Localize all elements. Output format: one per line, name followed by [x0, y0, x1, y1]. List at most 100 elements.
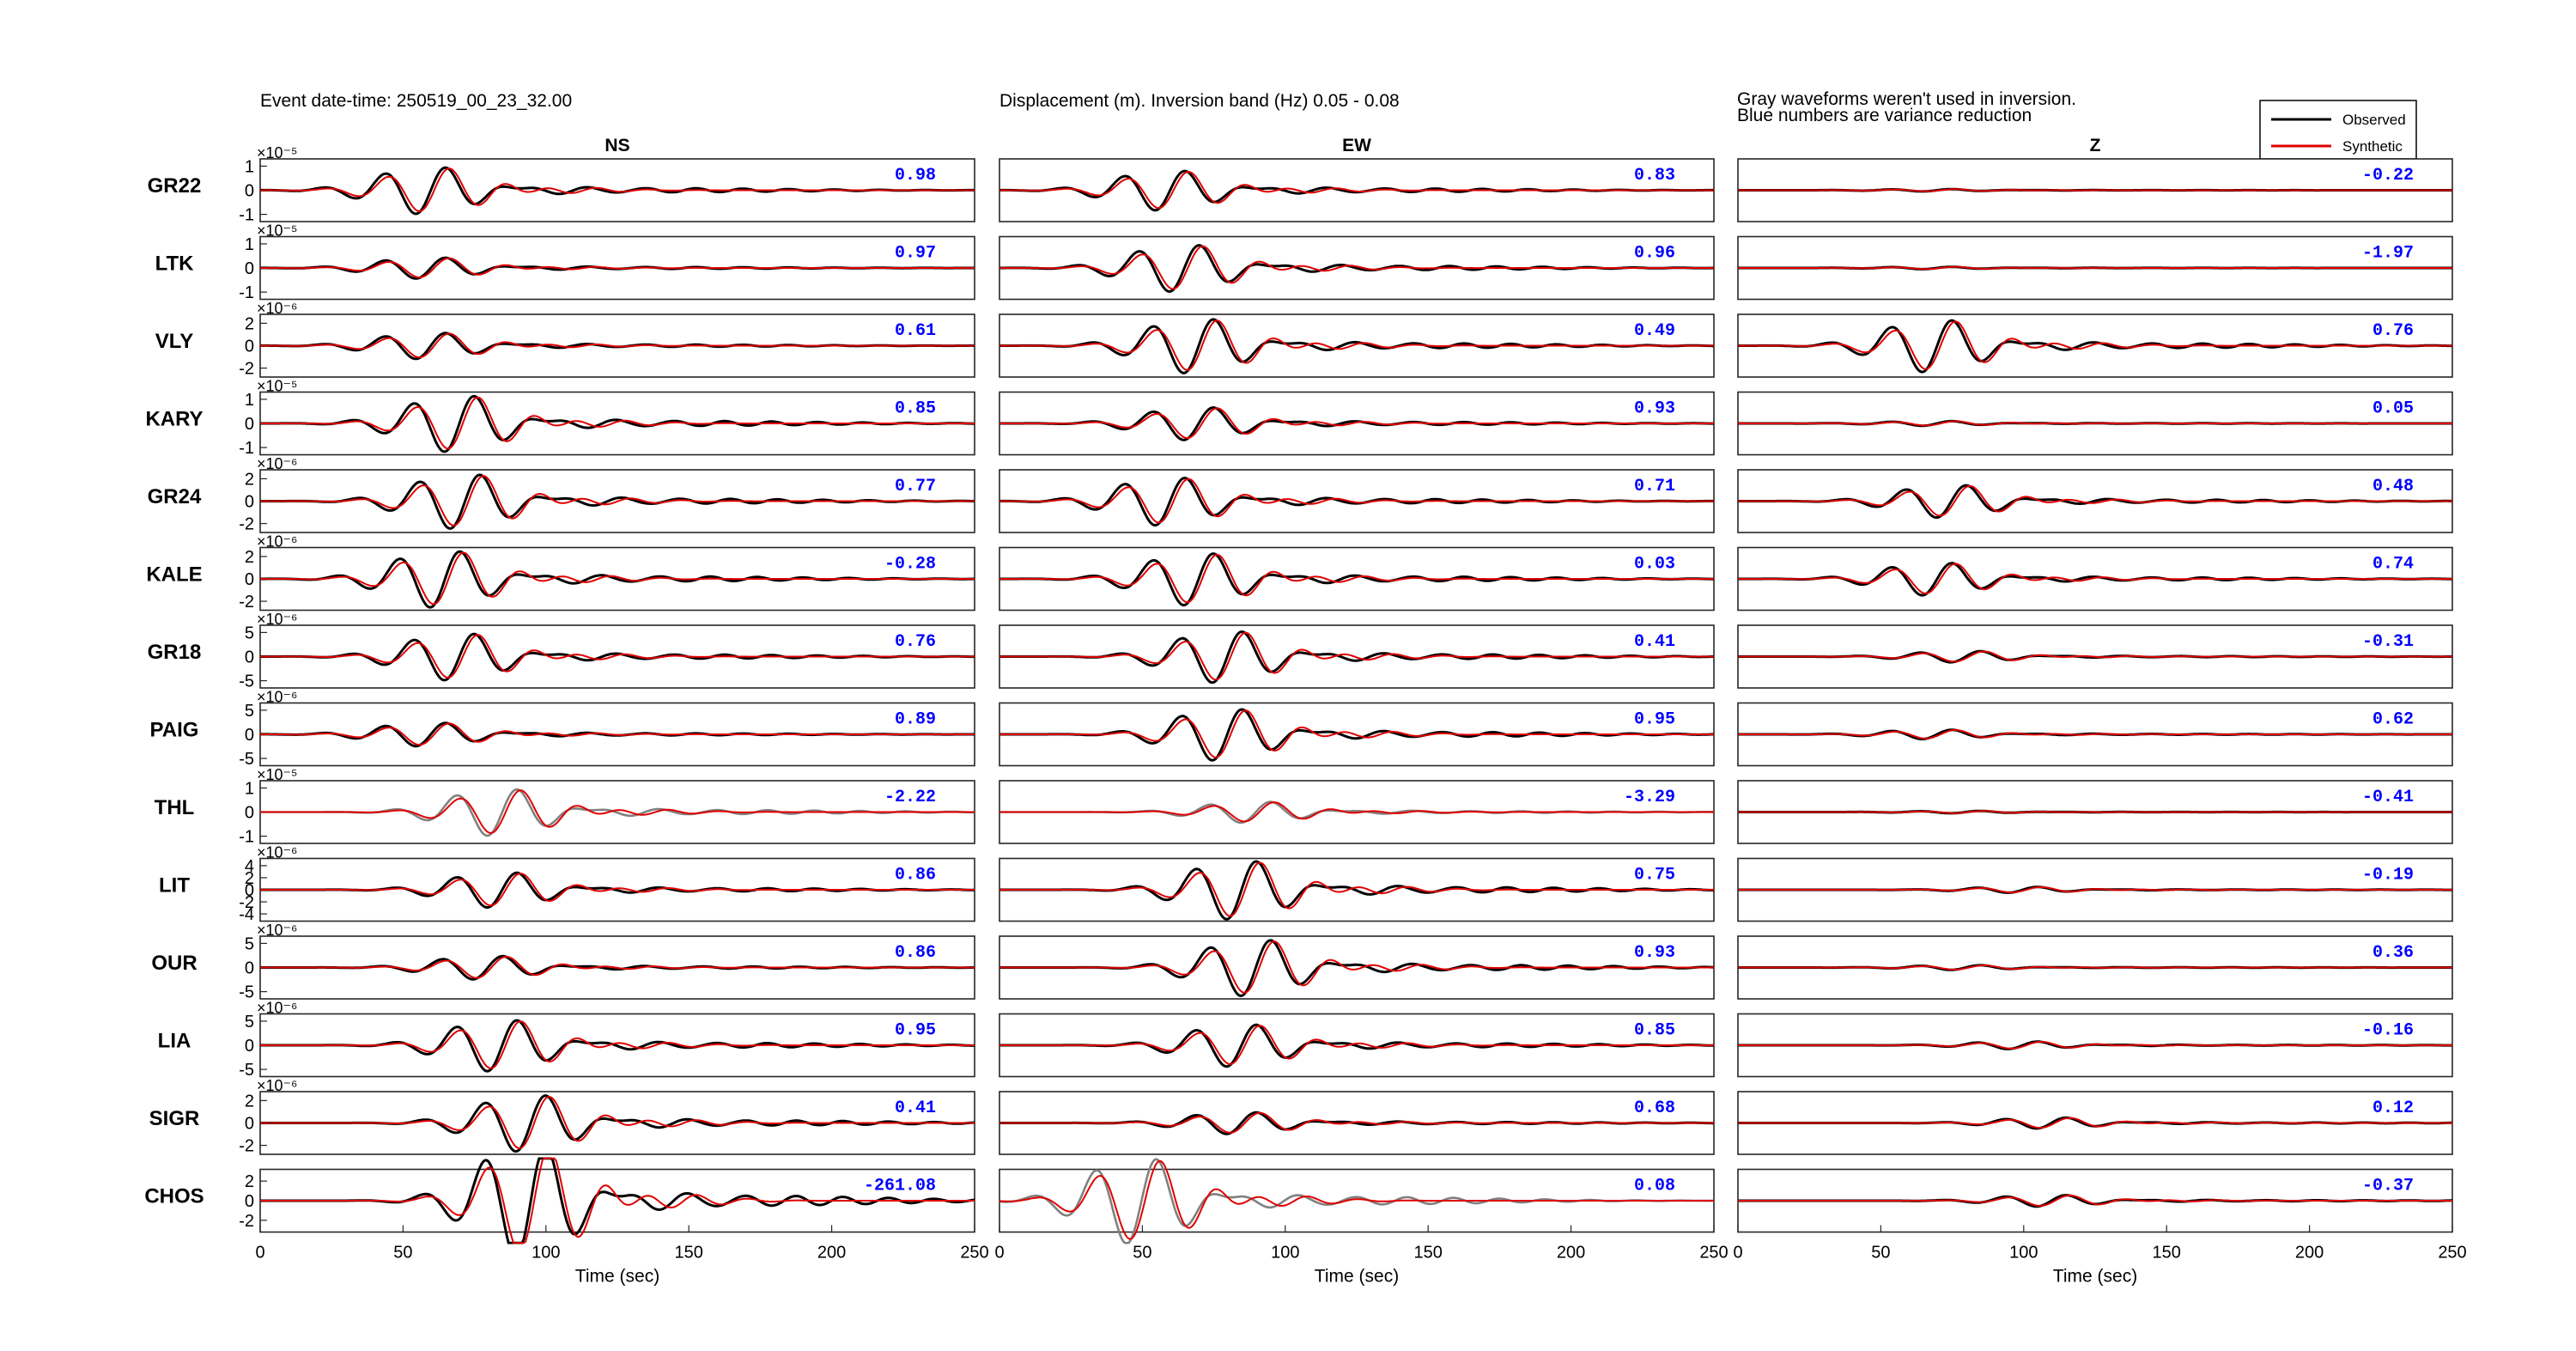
y-exponent-label: ×10⁻⁵: [257, 766, 298, 783]
synthetic-trace: [999, 170, 1714, 210]
y-exponent-label: ×10⁻⁶: [257, 611, 297, 628]
synthetic-trace: [260, 167, 975, 212]
variance-reduction-label: -0.22: [2362, 166, 2414, 186]
panel-kale-z: 0.74: [1737, 546, 2453, 612]
variance-reduction-label: -261.08: [864, 1177, 936, 1196]
column-title-z: Z: [2090, 136, 2101, 155]
variance-reduction-label: 0.12: [2372, 1098, 2414, 1118]
synthetic-trace: [260, 634, 975, 679]
y-exponent-label: ×10⁻⁶: [257, 300, 297, 317]
y-tick-label: 5: [245, 702, 254, 721]
synthetic-trace: [260, 332, 975, 359]
synthetic-trace: [1738, 484, 2452, 517]
panel-lit-ew: 0.75: [999, 857, 1715, 922]
synthetic-trace: [260, 1020, 975, 1069]
x-tick-label: 150: [1414, 1244, 1443, 1263]
y-tick-label: 1: [245, 779, 254, 798]
panel-thl-z: -0.41: [1737, 780, 2453, 844]
panel-vly-ns: 2 0 -2 ×10⁻⁶ 0.61: [239, 300, 975, 379]
x-tick-label: 50: [1133, 1244, 1151, 1263]
station-label: THL: [155, 796, 195, 819]
variance-reduction-label: 0.95: [1634, 710, 1675, 730]
y-tick-label: 0: [245, 493, 254, 512]
synthetic-trace: [1738, 320, 2452, 370]
synthetic-trace: [999, 478, 1714, 524]
y-exponent-label: ×10⁻⁶: [257, 689, 297, 706]
synthetic-trace: [260, 955, 975, 979]
variance-reduction-label: -2.22: [884, 788, 936, 807]
variance-reduction-label: 0.05: [2372, 399, 2414, 419]
y-tick-label: 2: [245, 1172, 254, 1191]
variance-reduction-label: -0.16: [2362, 1021, 2414, 1041]
panel-chos-ew: 0.08: [999, 1158, 1715, 1245]
x-tick-label: 50: [393, 1244, 412, 1263]
station-label: VLY: [155, 330, 193, 353]
y-tick-label: 1: [245, 391, 254, 410]
synthetic-trace: [1738, 965, 2452, 971]
synthetic-trace: [999, 1159, 1714, 1240]
variance-reduction-label: 0.89: [895, 710, 936, 730]
synthetic-trace: [260, 722, 975, 746]
variance-reduction-label: 0.41: [1634, 632, 1675, 652]
panel-sigr-z: 0.12: [1737, 1091, 2453, 1155]
y-tick-label: -1: [239, 283, 254, 302]
panel-gr18-ew: 0.41: [999, 624, 1715, 689]
y-tick-label: -5: [239, 983, 254, 1002]
synthetic-trace: [1738, 1194, 2452, 1207]
y-exponent-label: ×10⁻⁵: [257, 222, 298, 240]
variance-reduction-label: 0.86: [895, 866, 936, 885]
y-tick-label: -2: [239, 515, 254, 534]
x-tick-label: 0: [255, 1244, 264, 1263]
synthetic-trace: [1738, 810, 2452, 814]
variance-reduction-label: 0.74: [2372, 555, 2414, 575]
synthetic-trace: [999, 940, 1714, 994]
y-tick-label: 0: [245, 1115, 254, 1134]
y-exponent-label: ×10⁻⁶: [257, 844, 297, 861]
y-tick-label: 4: [245, 857, 254, 876]
x-axis-label: Time (sec): [575, 1267, 659, 1287]
y-exponent-label: ×10⁻⁶: [257, 1077, 297, 1094]
y-exponent-label: ×10⁻⁶: [257, 533, 297, 551]
event-datetime: Event date-time: 250519_00_23_32.00: [260, 91, 572, 111]
x-tick-label: 200: [2295, 1244, 2324, 1263]
x-tick-label: 50: [1871, 1244, 1890, 1263]
x-tick-label: 250: [2438, 1244, 2466, 1263]
x-tick-label: 100: [1271, 1244, 1299, 1263]
y-tick-label: -5: [239, 672, 254, 691]
station-label: LIA: [158, 1030, 191, 1053]
panel-ltk-ew: 0.96: [999, 235, 1715, 301]
y-exponent-label: ×10⁻⁶: [257, 455, 297, 472]
synthetic-trace: [999, 407, 1714, 440]
variance-reduction-label: -0.28: [884, 555, 936, 575]
y-tick-label: 0: [245, 1192, 254, 1211]
synthetic-trace: [1738, 265, 2452, 271]
y-tick-label: 0: [245, 570, 254, 589]
synthetic-trace: [260, 551, 975, 606]
y-tick-label: 0: [245, 959, 254, 978]
gray-note: Gray waveforms weren't used in inversion…: [1737, 89, 2076, 109]
y-tick-label: 0: [245, 1037, 254, 1056]
synthetic-trace: [1738, 420, 2452, 427]
panel-gr24-z: 0.48: [1737, 469, 2453, 533]
station-label: GR22: [148, 174, 202, 198]
panel-sigr-ew: 0.68: [999, 1091, 1715, 1155]
panel-kary-ew: 0.93: [999, 391, 1715, 456]
station-label: CHOS: [144, 1185, 204, 1208]
panel-chos-z: -0.37: [1737, 1168, 2453, 1233]
synthetic-trace: [1738, 563, 2452, 595]
variance-reduction-label: 0.98: [895, 166, 936, 186]
synthetic-trace: [260, 789, 975, 834]
panel-thl-ew: -3.29: [999, 780, 1715, 844]
y-exponent-label: ×10⁻⁵: [257, 378, 298, 395]
x-tick-label: 100: [532, 1244, 560, 1263]
variance-reduction-label: 0.03: [1634, 555, 1675, 575]
variance-reduction-label: 0.93: [1634, 943, 1675, 963]
synthetic-trace: [260, 1157, 975, 1245]
y-tick-label: -1: [239, 828, 254, 847]
variance-reduction-label: -0.41: [2362, 788, 2414, 807]
y-tick-label: -2: [239, 1212, 254, 1231]
variance-reduction-label: 0.62: [2372, 710, 2414, 730]
y-tick-label: -2: [239, 360, 254, 379]
variance-reduction-label: 0.41: [895, 1098, 936, 1118]
variance-reduction-label: 0.83: [1634, 166, 1675, 186]
